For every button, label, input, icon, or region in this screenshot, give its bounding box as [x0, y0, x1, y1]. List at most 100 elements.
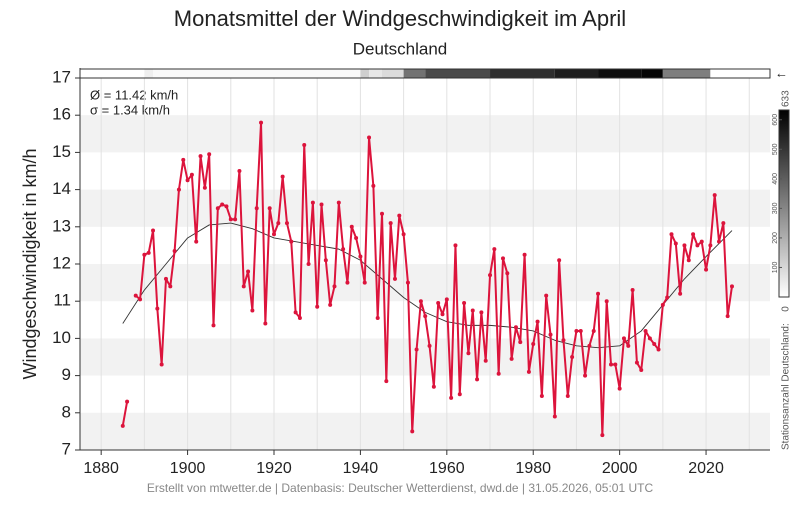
y-tick-label: 12	[52, 253, 71, 272]
data-point	[176, 187, 181, 192]
colorbar-min: 0	[781, 306, 792, 312]
data-point	[319, 202, 324, 207]
station-bar-segment	[641, 69, 663, 78]
station-bar-segment	[662, 69, 711, 78]
station-bar-segment	[153, 69, 361, 78]
data-point	[483, 358, 488, 363]
data-point	[259, 120, 264, 125]
annotation: Ø = 11.42 km/h	[90, 87, 178, 102]
station-bar-segment	[369, 69, 383, 78]
data-point	[315, 304, 320, 309]
colorbar-max: 633	[781, 90, 792, 107]
y-tick-label: 11	[53, 291, 71, 310]
data-point	[267, 206, 272, 211]
data-point	[388, 221, 393, 226]
data-point	[284, 221, 289, 226]
data-point	[682, 243, 687, 248]
y-tick-label: 16	[52, 105, 71, 124]
arrow: ←	[775, 65, 788, 80]
data-point	[587, 343, 592, 348]
x-tick-label: 1940	[343, 460, 379, 477]
data-point	[133, 293, 138, 298]
data-point	[276, 221, 281, 226]
data-point	[712, 193, 717, 198]
data-point	[237, 169, 242, 173]
data-point	[500, 256, 505, 261]
data-point	[198, 154, 203, 159]
data-point	[401, 232, 406, 237]
data-point	[656, 347, 661, 352]
data-point	[639, 368, 644, 373]
data-point	[561, 338, 566, 343]
trend-line	[122, 222, 733, 349]
data-point	[457, 392, 462, 397]
data-point	[695, 243, 700, 248]
data-point	[341, 247, 346, 252]
y-tick-label: 13	[52, 216, 71, 235]
data-point	[362, 280, 367, 285]
station-bar-segment	[554, 69, 599, 78]
y-tick-label: 10	[52, 328, 71, 347]
grid-band	[80, 189, 770, 227]
chart-title: Monatsmittel der Windgeschwindigkeit im …	[174, 6, 626, 31]
station-bar-segment	[403, 69, 426, 78]
data-point	[220, 202, 225, 207]
grid-band	[80, 264, 770, 302]
data-point	[336, 200, 341, 205]
data-point	[669, 232, 674, 237]
data-point	[488, 273, 493, 278]
data-point	[328, 302, 333, 307]
data-point	[367, 135, 372, 140]
data-point	[548, 332, 553, 337]
data-point	[591, 328, 596, 333]
data-point	[189, 172, 194, 177]
data-point	[211, 323, 216, 328]
data-point	[151, 228, 156, 233]
x-tick-label: 2000	[602, 460, 638, 477]
data-point	[604, 299, 609, 304]
data-point	[410, 429, 415, 434]
data-point	[138, 297, 143, 302]
data-point	[414, 347, 419, 352]
data-point	[207, 152, 212, 157]
data-point	[600, 433, 605, 438]
station-bar-segment	[490, 69, 555, 78]
data-point	[246, 269, 251, 274]
data-point	[522, 252, 527, 257]
data-point	[621, 336, 626, 341]
data-point	[172, 248, 177, 253]
colorbar-tick-label: 200	[772, 232, 779, 244]
data-point	[297, 315, 302, 320]
data-point	[725, 314, 730, 319]
data-point	[233, 217, 238, 222]
data-point	[418, 299, 423, 304]
data-point	[535, 319, 540, 324]
data-point	[509, 356, 514, 361]
data-point	[263, 321, 268, 326]
x-tick-label: 2020	[688, 460, 724, 477]
data-point	[609, 362, 614, 367]
data-point	[678, 291, 683, 296]
colorbar-label: Stationsanzahl Deutschland:	[781, 323, 792, 450]
colorbar-tick-label: 100	[772, 262, 779, 274]
data-point	[583, 373, 588, 378]
data-point	[271, 232, 276, 237]
data-point	[392, 276, 397, 281]
station-bar-segment	[80, 69, 145, 78]
data-point	[155, 306, 160, 311]
data-point	[453, 243, 458, 248]
data-point	[146, 250, 151, 255]
data-point	[496, 371, 501, 376]
station-bar-frame	[79, 68, 771, 79]
data-point	[708, 243, 713, 248]
data-point	[717, 239, 722, 244]
data-point	[163, 276, 168, 281]
data-point	[613, 362, 618, 367]
colorbar-tick-label: 600	[772, 114, 779, 126]
data-point	[565, 394, 570, 399]
data-point	[466, 351, 471, 356]
data-point	[168, 284, 173, 289]
data-point	[349, 224, 354, 229]
data-point	[440, 312, 445, 317]
